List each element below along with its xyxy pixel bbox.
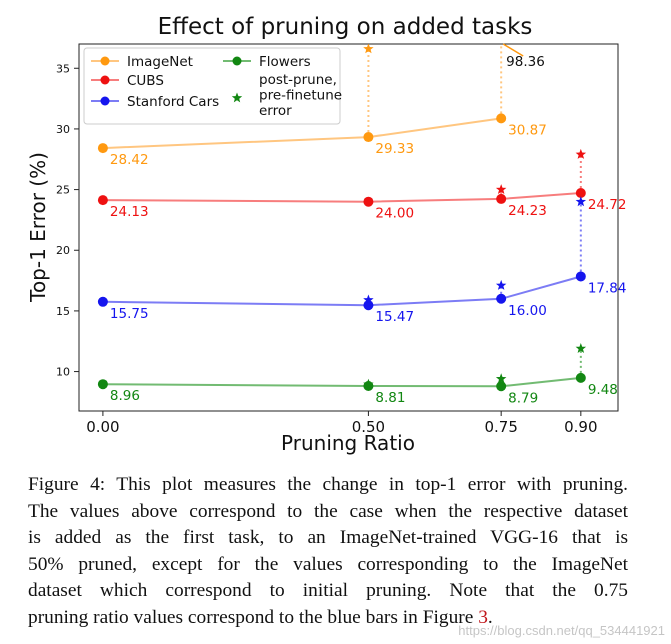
data-label: 8.96 <box>110 388 140 404</box>
plot-frame <box>78 43 619 412</box>
y-axis-label: Top-1 Error (%) <box>26 152 50 303</box>
caption-period: . <box>487 606 493 628</box>
data-label: 16.00 <box>508 303 547 319</box>
data-label: 8.79 <box>508 390 538 406</box>
data-point <box>97 195 108 206</box>
x-tick-label: 0.75 <box>484 418 517 436</box>
legend-label: ImageNet <box>127 54 193 70</box>
figure-3-link[interactable]: 3 <box>478 606 488 628</box>
data-label: 24.23 <box>508 203 547 219</box>
legend-label: CUBS <box>127 73 164 89</box>
data-point <box>496 193 507 204</box>
data-point <box>575 372 586 383</box>
caption-line-text: pruning ratio values correspond to the b… <box>28 606 474 628</box>
data-label: 30.87 <box>508 122 547 138</box>
caption-line: dataset which correspond to initial prun… <box>28 580 628 602</box>
x-tick-label: 0.00 <box>86 418 119 436</box>
caption-line: is added as the first task, to an ImageN… <box>28 527 628 549</box>
data-label: 17.84 <box>588 280 627 296</box>
legend-swatch-marker <box>100 96 110 106</box>
post-prune-star <box>363 378 374 389</box>
caption-line: 50% pruned, except for the values corres… <box>28 553 628 575</box>
post-prune-star <box>575 196 587 207</box>
legend-box <box>83 47 341 125</box>
post-prune-star <box>495 373 507 384</box>
y-tick-label: 20 <box>56 244 70 257</box>
y-tick-label: 10 <box>56 366 70 379</box>
data-label: 24.72 <box>588 197 627 213</box>
legend-swatch-marker <box>100 56 110 66</box>
legend-swatch-marker <box>100 75 110 85</box>
data-point <box>97 296 108 307</box>
post-prune-star <box>363 294 374 305</box>
plot-area: 10 15 20 25 30 35 0.00 0.50 0.75 0.90 28.42 29.33 30… <box>56 43 627 436</box>
y-tick-label: 30 <box>56 123 70 136</box>
data-label: 8.81 <box>375 390 405 406</box>
post-prune-star <box>575 148 587 159</box>
x-tick-label: 0.90 <box>564 418 597 436</box>
data-label: 15.47 <box>375 309 414 325</box>
caption-line: Figure 4: This plot measures the change … <box>28 474 628 495</box>
post-prune-star <box>363 44 374 54</box>
data-point <box>496 381 507 392</box>
post-prune-star <box>495 279 507 290</box>
pruning-error-chart: Effect of pruning on added tasks 10 15 20 2… <box>26 14 627 455</box>
legend-post-prune-label: post-prune, pre-finetune error <box>259 72 342 119</box>
data-label: 9.48 <box>588 382 618 398</box>
data-point <box>363 196 374 207</box>
data-point <box>97 143 108 154</box>
figure-caption: Figure 4: This plot measures the change … <box>28 472 628 632</box>
series-line <box>102 376 581 388</box>
data-point <box>575 271 586 282</box>
plot-marks <box>97 44 587 392</box>
chart-title: Effect of pruning on added tasks <box>158 14 533 40</box>
data-label: 24.00 <box>375 206 414 222</box>
data-point <box>496 113 507 124</box>
data-label: 28.42 <box>110 152 149 168</box>
legend-post-prune-line: error <box>259 103 292 119</box>
x-tick-label: 0.50 <box>352 418 385 436</box>
watermark: https://blog.csdn.net/qq_534441921 <box>458 623 665 638</box>
legend-swatch-marker <box>232 56 242 66</box>
data-point <box>575 187 586 198</box>
data-point <box>496 293 507 304</box>
legend-label: Flowers <box>259 54 311 70</box>
off-chart-pointer <box>502 43 524 57</box>
legend-label: Stanford Cars <box>127 94 219 110</box>
legend-post-prune-line: post-prune, <box>259 72 337 88</box>
data-label: 15.75 <box>110 306 149 322</box>
data-point <box>97 379 108 390</box>
series-line <box>102 192 581 203</box>
y-tick-label: 15 <box>56 305 70 318</box>
caption-line: pruning ratio values correspond to the b… <box>28 605 628 632</box>
data-label: 24.13 <box>110 204 149 220</box>
y-tick-label: 35 <box>56 62 70 75</box>
data-point <box>363 132 374 143</box>
caption-line: The values above correspond to the case … <box>28 500 628 522</box>
y-tick-label: 25 <box>56 184 70 197</box>
post-prune-star <box>495 184 507 194</box>
series-line <box>102 275 582 307</box>
x-axis-label: Pruning Ratio <box>281 431 415 455</box>
off-chart-label: 98.36 <box>506 54 545 70</box>
legend: ImageNet CUBS Stanford Cars Flowers post-pru… <box>83 47 342 125</box>
legend-star-icon <box>231 92 243 103</box>
data-label: 29.33 <box>375 141 414 157</box>
legend-post-prune-line: pre-finetune <box>259 88 342 104</box>
post-prune-star <box>575 343 587 353</box>
